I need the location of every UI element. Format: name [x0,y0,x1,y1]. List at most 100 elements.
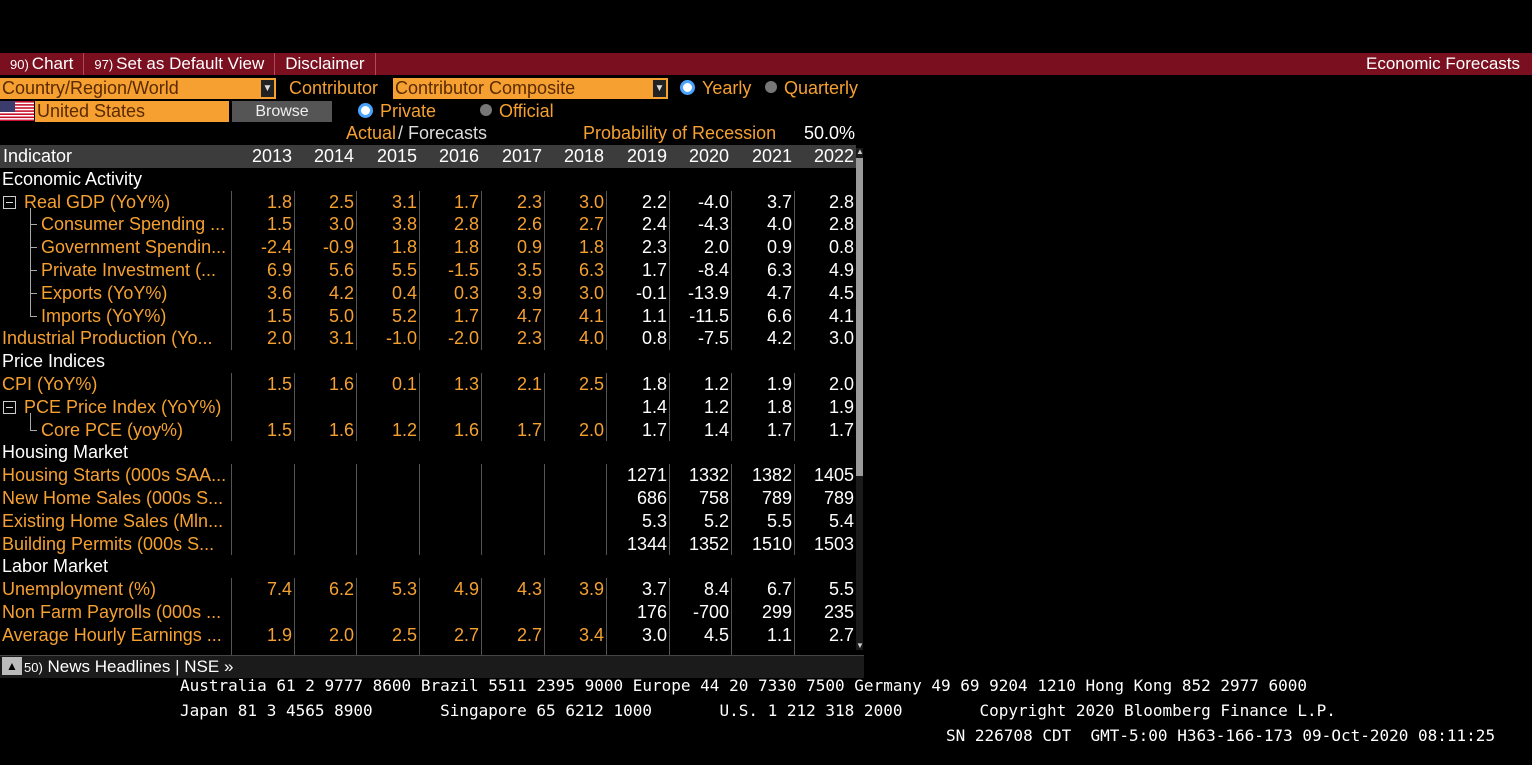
contributor-dropdown[interactable]: Contributor Composite ▼ [393,78,668,99]
region-selector-dropdown[interactable]: Country/Region/World ▼ [0,78,276,99]
year-column-header[interactable]: 2021 [751,146,792,166]
column-separator [231,190,232,658]
collapse-icon[interactable] [3,400,16,414]
indicator-label: Core PCE (yoy%) [41,419,184,440]
value-cell: 2.5 [578,374,604,394]
table-row[interactable]: PCE Price Index (YoY%) 1.4 1.2 1.8 1.9 [0,396,856,419]
table-row[interactable]: Unemployment (%) 7.4 6.2 5.3 4.9 4.3 3.9 3.7 8.4… [0,578,856,601]
year-column-header[interactable]: 2022 [813,146,854,166]
table-row[interactable]: Core PCE (yoy%) 1.5 1.6 1.2 1.6 1.7 2.0 1.7 1.4 1… [0,419,856,442]
quarterly-radio[interactable]: Quarterly [765,78,858,99]
yearly-label: Yearly [702,78,752,98]
chart-shortcut-number: 90) [10,57,29,72]
value-cell: 6.3 [578,260,604,280]
section-header: Labor Market [0,555,856,579]
value-cell: 5.3 [641,510,667,531]
news-headlines-bar[interactable]: ▲ 50) News Headlines | NSE » [0,655,864,678]
value-cell: 2.0 [828,374,854,394]
table-row[interactable]: Non Farm Payrolls (000s ... 176 -700 299 235 [0,601,856,624]
scroll-thumb[interactable] [856,158,863,476]
table-row[interactable]: Consumer Spending ... 1.5 3.0 3.8 2.8 2.6 2.7 2… [0,213,856,236]
yearly-radio[interactable]: Yearly [680,78,751,99]
table-row[interactable]: New Home Sales (000s S... 686 758 789 789 [0,487,856,510]
country-input[interactable]: United States [35,101,229,122]
tree-branch [30,429,37,431]
disclaimer-button[interactable]: Disclaimer [275,53,376,75]
value-cell: 1.2 [703,374,729,394]
tree-branch [30,270,37,271]
table-row[interactable]: Imports (YoY%) 1.5 5.0 5.2 1.7 4.7 4.1 1.1 -11.5… [0,305,856,328]
browse-button[interactable]: Browse [232,101,332,122]
value-cell: 1503 [813,533,854,554]
value-cell: 3.6 [266,282,292,303]
value-cell: 3.7 [641,579,667,600]
table-row[interactable]: Average Hourly Earnings ... 1.9 2.0 2.5 2.7 2… [0,624,856,647]
value-cell: 4.3 [516,579,542,600]
value-cell: 0.8 [828,237,854,258]
value-cell: 4.1 [578,305,604,326]
set-default-view-button[interactable]: 97) Set as Default View [84,53,276,75]
section-title: Price Indices [2,351,106,372]
year-column-header[interactable]: 2015 [376,146,417,166]
private-radio[interactable]: Private [358,101,436,122]
table-row[interactable]: Exports (YoY%) 3.6 4.2 0.4 0.3 3.9 3.0 -0.1 -13.… [0,282,856,305]
region-selector-value: Country/Region/World [2,78,179,98]
value-cell: 5.5 [766,510,792,531]
value-cell: 1.8 [641,374,667,394]
country-value: United States [37,101,146,121]
table-row[interactable]: Building Permits (000s S... 1344 1352 1510 1… [0,533,856,556]
section-title: Labor Market [2,556,109,577]
page-title: Economic Forecasts [1366,54,1520,73]
value-cell: 2.3 [641,237,667,258]
indicator-label: Exports (YoY%) [41,282,168,303]
collapse-icon[interactable] [3,195,16,209]
value-cell: 3.0 [641,624,667,645]
value-cell: 1.6 [453,419,479,440]
value-cell: -0.9 [322,237,354,258]
value-cell: -13.9 [687,282,729,303]
value-cell: 3.4 [578,624,604,645]
year-column-header[interactable]: 2016 [438,146,479,166]
table-row[interactable]: Government Spendin... -2.4 -0.9 1.8 1.8 0.9 1.… [0,236,856,259]
value-cell: 2.7 [828,624,854,645]
column-separator [419,190,420,658]
value-cell: 1271 [626,465,667,486]
year-column-header[interactable]: 2020 [688,146,729,166]
year-column-header[interactable]: 2013 [251,146,292,166]
chevron-down-icon[interactable]: ▼ [261,80,274,97]
value-cell: 1.9 [828,396,854,417]
news-separator: | [175,657,180,676]
value-cell: 299 [761,602,792,622]
value-cell: 0.9 [766,237,792,258]
scroll-down-icon[interactable]: ▼ [856,641,864,650]
news-source-link[interactable]: NSE » [184,657,234,676]
indicator-label: Average Hourly Earnings ... [2,624,222,645]
scroll-up-icon[interactable]: ▲ [856,147,864,156]
indicator-label: Housing Starts (000s SAA... [2,465,227,486]
value-cell: 3.8 [391,214,417,235]
year-column-header[interactable]: 2014 [313,146,354,166]
table-row[interactable]: Industrial Production (Yo... 2.0 3.1 -1.0 -2… [0,327,856,350]
chart-button[interactable]: 90) Chart [0,53,85,75]
value-cell: 4.9 [453,579,479,600]
table-row[interactable]: Housing Starts (000s SAA... 1271 1332 1382 1… [0,464,856,487]
table-row[interactable]: Real GDP (YoY%) 1.8 2.5 3.1 1.7 2.3 3.0 2.2 -4.0… [0,191,856,214]
table-row[interactable]: Existing Home Sales (Mln... 5.3 5.2 5.5 5.4 [0,510,856,533]
table-row[interactable]: CPI (YoY%) 1.5 1.6 0.1 1.3 2.1 2.5 1.8 1.2 1.9 2.0 [0,373,856,396]
value-cell: 1352 [688,533,729,554]
year-column-header[interactable]: 2018 [563,146,604,166]
table-scrollbar[interactable]: ▲ ▼ [856,147,864,650]
table-row[interactable]: Private Investment (... 6.9 5.6 5.5 -1.5 3.5 6… [0,259,856,282]
chevron-down-icon[interactable]: ▼ [653,80,666,97]
indicator-label: Existing Home Sales (Mln... [2,510,224,531]
year-column-header[interactable]: 2017 [501,146,542,166]
column-separator [481,190,482,658]
value-cell: 2.7 [453,624,479,645]
value-cell: -2.4 [260,237,292,258]
year-column-header[interactable]: 2019 [626,146,667,166]
value-cell: 1.6 [328,374,354,394]
expand-up-icon[interactable]: ▲ [2,657,22,675]
value-cell: 1.2 [391,419,417,440]
radio-unselected-icon [765,81,777,94]
official-radio[interactable]: Official [480,101,554,122]
